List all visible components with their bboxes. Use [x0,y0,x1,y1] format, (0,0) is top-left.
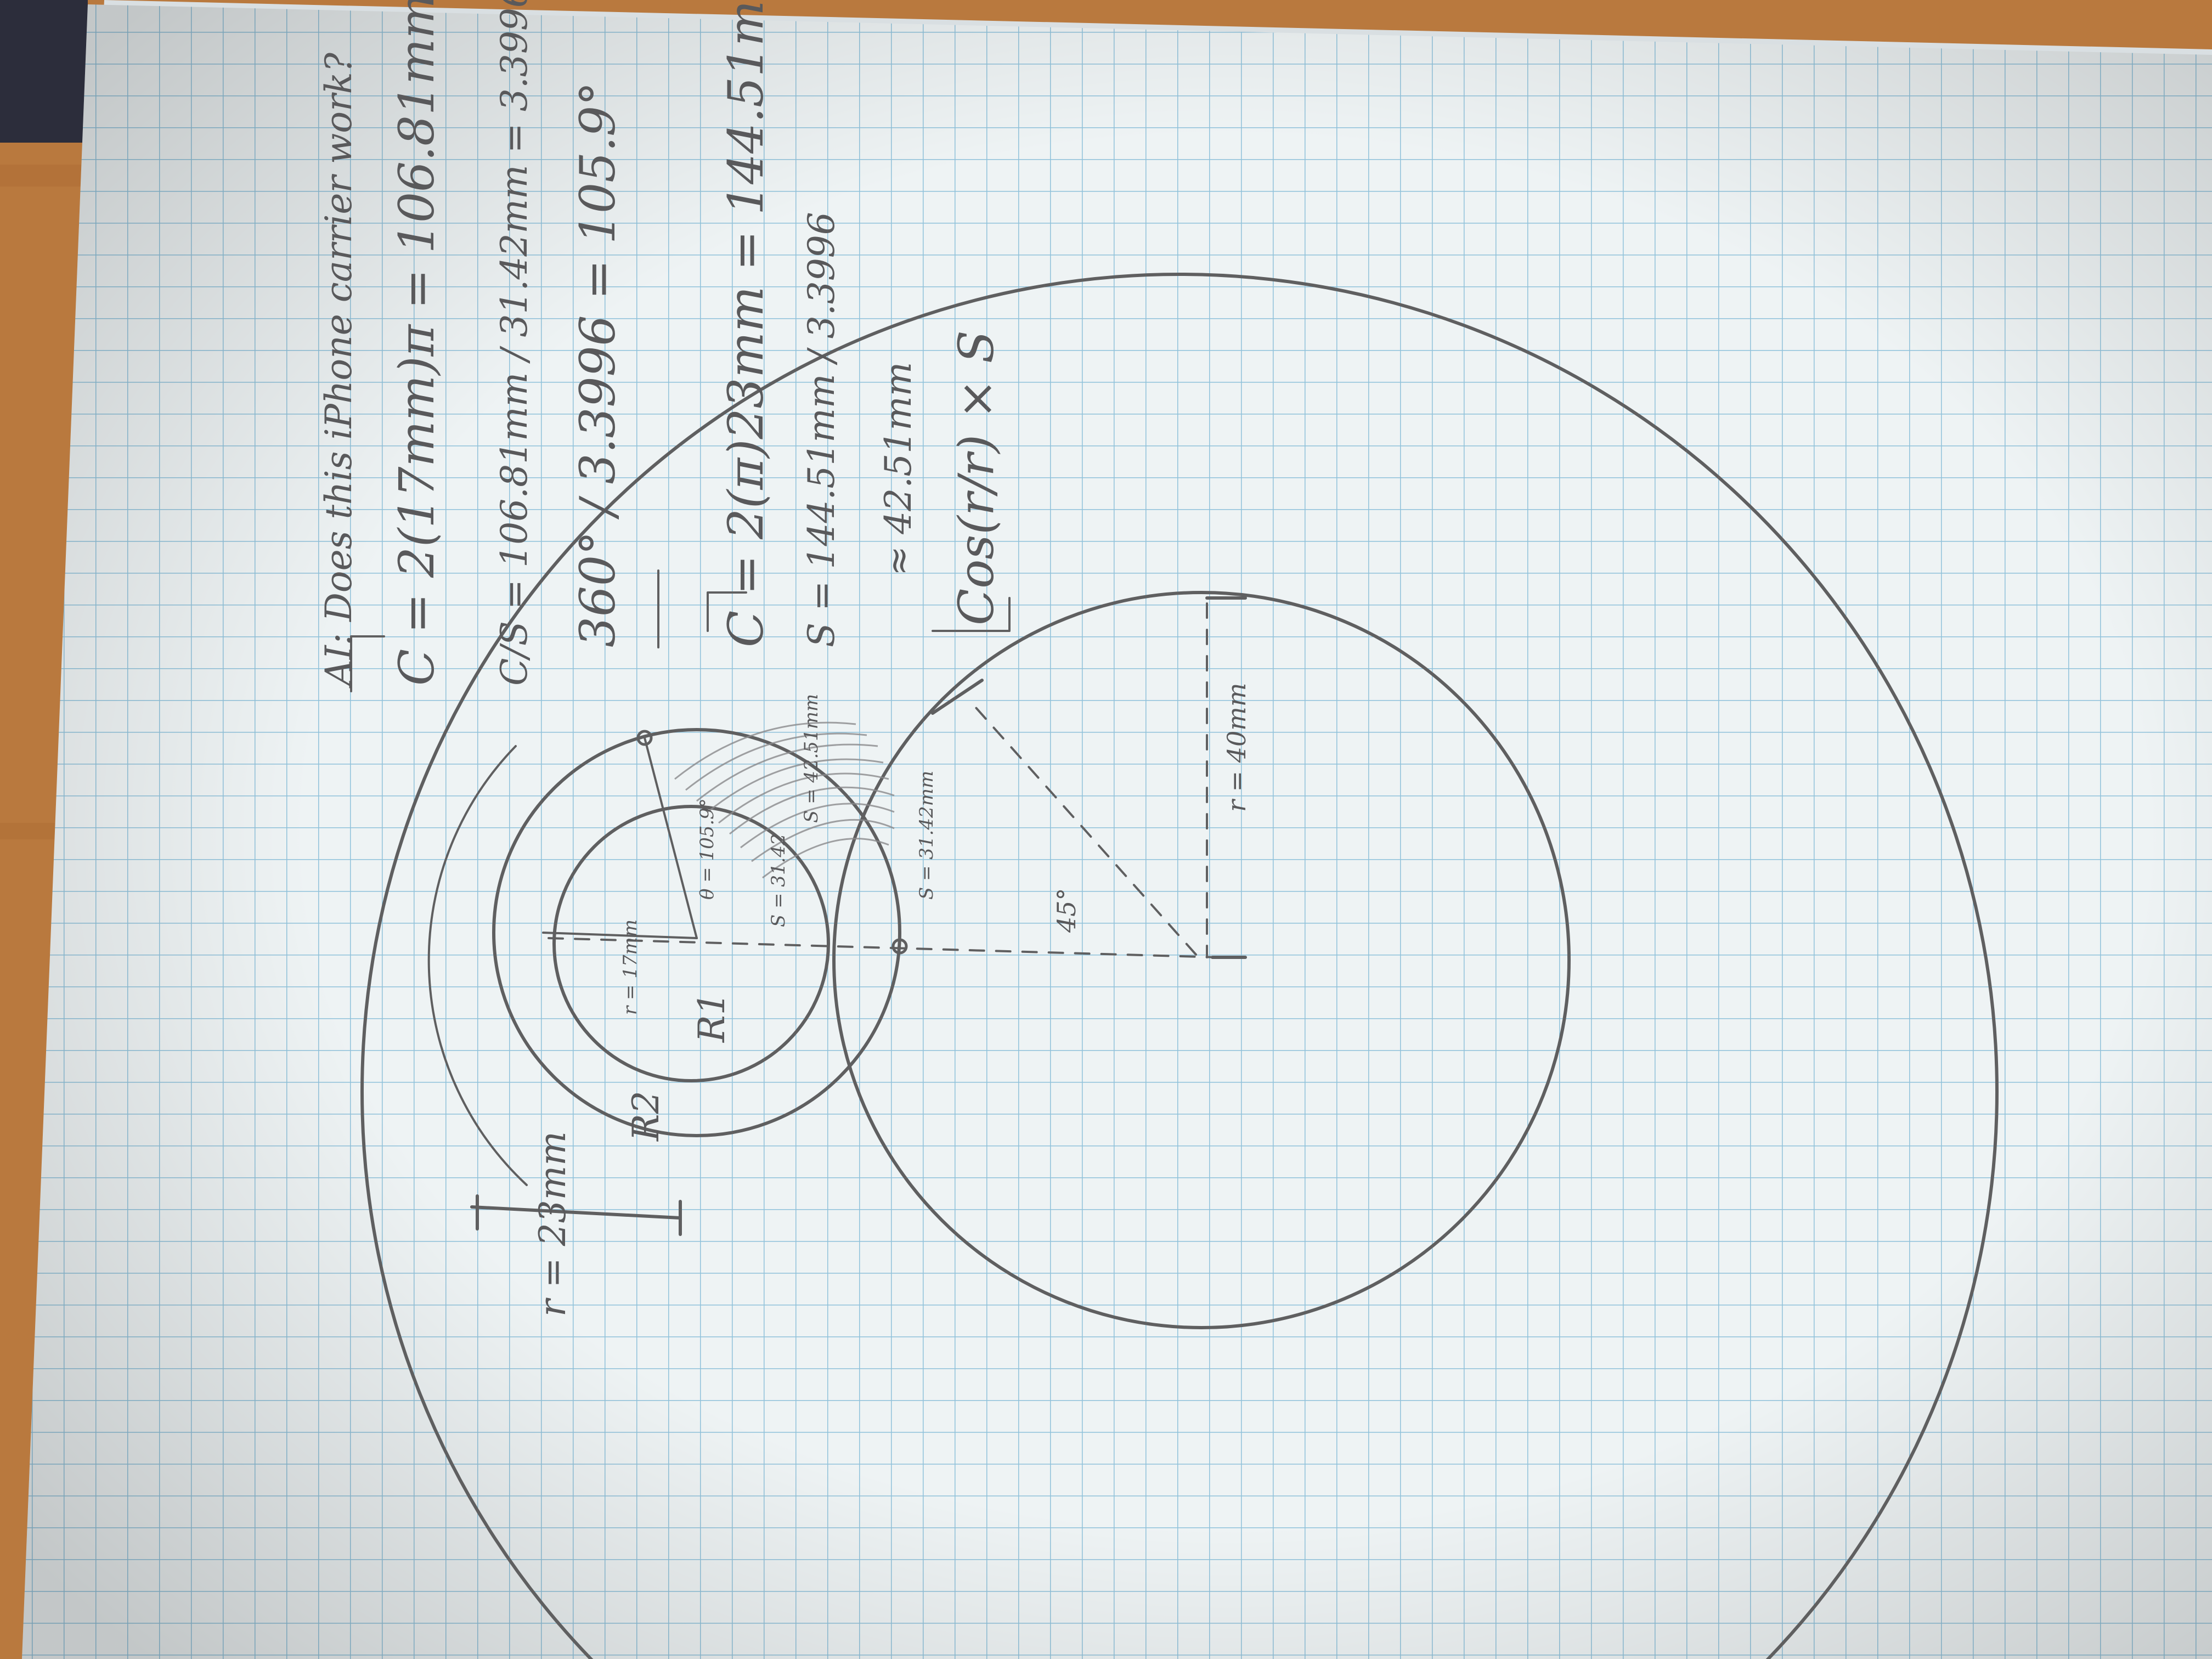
outer-large-circle [360,273,1999,1659]
label-angle-45: 45° [1052,888,1081,933]
handwritten-notes: AI: Does this iPhone carrier work? C = 2… [318,0,1005,689]
r23-dimension-line [470,1205,682,1220]
notes-bracket-2 [707,591,747,632]
label-r23: r = 23mm [532,1131,574,1317]
label-theta: θ = 105.9° [696,798,718,900]
diagonal-45-tick [931,679,984,715]
label-point-r1: R1 [691,992,733,1043]
center-line [548,937,1219,958]
note-approx-r2: ≈ 42.51mm [877,362,919,576]
point-mark-a [891,938,908,955]
label-point-r2: R2 [625,1091,667,1142]
diagram-labels: r = 23mm r = 17mm θ = 105.9° S = 31.42 S… [532,682,1251,1317]
notebook-page [22,0,2212,1659]
r1-angle-line [644,737,698,939]
diagonal-45-line [970,701,1197,956]
point-mark-b [636,730,653,746]
arc-r23 [427,745,528,1186]
label-s2-arc: S = 42.51mm [800,694,822,823]
note-formula: Cos(r/r) × S [948,330,1005,625]
circle-r2 [492,728,901,1137]
note-ratio-r2: S = 144.51mm / 3.3996 [800,212,843,647]
geometry-sketch [350,273,1999,1659]
note-question: AI: Does this iPhone carrier work? [318,52,360,689]
gear-circle-r40 [832,591,1571,1329]
notes-bracket-1 [350,635,385,692]
notes-bracket-3 [932,597,1011,632]
hatched-overlap-region [674,721,895,879]
label-s-big-arc: S = 31.42mm [916,771,938,900]
label-s1-arc: S = 31.42 [768,833,789,927]
note-c-r2: C = 2(π)23mm = 144.51mm [718,0,774,647]
note-degrees-r1: 360° / 3.3996 = 105.9° [569,82,626,647]
note-c-r1: C = 2(17mm)π = 106.81mm [388,0,445,686]
note-ratio-r1: C/S = 106.81mm / 31.42mm = 3.3996 [493,0,535,686]
dark-corner [0,0,88,143]
circle-r1 [552,805,830,1082]
r1-radius-line [542,932,698,939]
label-r40: r = 40mm [1222,682,1251,812]
label-r1-radius: r = 17mm [619,919,641,1015]
